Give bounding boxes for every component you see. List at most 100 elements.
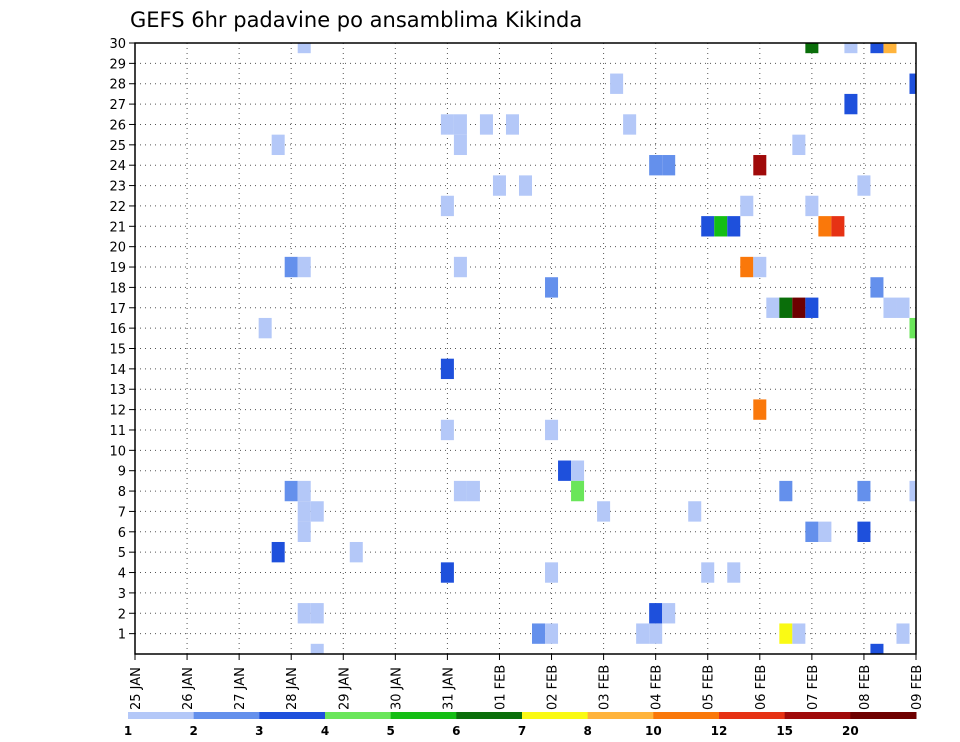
y-tick-label: 4 (118, 567, 126, 582)
data-cell (701, 216, 715, 237)
data-cell (857, 175, 871, 196)
legend-swatch (587, 712, 654, 719)
data-cell (492, 175, 506, 196)
x-tick-label: 25 JAN (129, 667, 144, 710)
data-cell (792, 297, 806, 318)
data-cell (805, 43, 819, 54)
data-cell (766, 297, 780, 318)
x-tick-label: 07 FEB (806, 665, 821, 710)
data-cell (271, 541, 285, 563)
y-tick-label: 24 (109, 159, 126, 174)
data-cell (284, 480, 298, 502)
data-cell (792, 134, 806, 156)
data-cell (440, 114, 454, 135)
y-tick-label: 26 (109, 118, 126, 133)
data-cell (662, 155, 676, 176)
data-cell (779, 297, 793, 318)
y-tick-label: 15 (109, 343, 126, 358)
data-cell (623, 114, 637, 135)
data-cell (753, 256, 767, 278)
y-tick-label: 2 (118, 607, 126, 622)
data-cell (532, 623, 546, 644)
data-cell (271, 134, 285, 156)
data-cell (909, 480, 916, 502)
x-tick-label: 08 FEB (858, 665, 873, 710)
data-cell (558, 460, 572, 481)
data-cell (297, 480, 311, 502)
data-cell (649, 603, 663, 624)
x-axis-ticks: 25 JAN 26 JAN 27 JAN 28 JAN 29 JAN 30 JAN 31 J… (129, 654, 925, 710)
y-tick-label: 25 (109, 139, 126, 154)
data-cell (870, 43, 884, 54)
x-tick-label: 31 JAN (441, 667, 456, 710)
y-tick-label: 27 (109, 98, 126, 113)
legend-label: 8 (583, 724, 591, 738)
data-cell (610, 73, 624, 94)
legend-swatch (259, 712, 326, 719)
y-tick-label: 8 (118, 485, 126, 500)
data-cell (896, 623, 910, 644)
data-cell (571, 480, 585, 502)
data-cell (284, 256, 298, 278)
data-cell (844, 43, 858, 54)
data-cell (297, 501, 311, 522)
data-cell (571, 460, 585, 481)
data-cells (258, 43, 916, 654)
legend-label: 12 (711, 724, 728, 738)
y-tick-label: 16 (109, 322, 126, 337)
data-cell (753, 399, 767, 420)
y-tick-label: 23 (109, 180, 126, 195)
data-cell (857, 480, 871, 502)
data-cell (701, 562, 715, 583)
y-tick-label: 30 (109, 37, 126, 52)
legend-swatch (456, 712, 523, 719)
data-cell (297, 43, 311, 54)
data-cell (297, 256, 311, 278)
legend-label: 7 (518, 724, 526, 738)
data-cell (479, 114, 493, 135)
legend-label: 15 (776, 724, 793, 738)
data-cell (297, 521, 311, 542)
data-cell (818, 521, 832, 542)
data-cell (909, 73, 916, 94)
y-tick-label: 21 (109, 220, 126, 235)
x-tick-label: 02 FEB (546, 665, 561, 710)
data-cell (636, 623, 650, 644)
data-cell (753, 155, 767, 176)
data-cell (779, 623, 793, 644)
data-cell (649, 155, 663, 176)
data-cell (883, 297, 897, 318)
data-cell (518, 175, 533, 196)
data-cell (453, 480, 467, 502)
data-cell (805, 195, 819, 217)
y-tick-label: 22 (109, 200, 126, 215)
x-tick-label: 05 FEB (702, 665, 717, 710)
data-cell (844, 93, 858, 115)
data-cell (440, 562, 454, 583)
y-tick-label: 3 (118, 587, 126, 602)
data-cell (805, 521, 819, 542)
data-cell (818, 216, 832, 237)
data-cell (909, 317, 916, 339)
legend-swatch (193, 712, 260, 719)
legend-swatch (784, 712, 851, 719)
x-tick-label: 03 FEB (598, 665, 613, 710)
y-tick-label: 5 (118, 546, 126, 561)
data-cell (466, 480, 480, 502)
data-cell (727, 562, 741, 583)
legend-swatch (325, 712, 392, 719)
data-cell (714, 216, 728, 237)
data-cell (505, 114, 519, 135)
legend-label: 10 (645, 724, 662, 738)
data-cell (870, 643, 884, 654)
y-tick-label: 28 (109, 78, 126, 93)
data-cell (545, 419, 559, 441)
x-tick-label: 04 FEB (650, 665, 665, 710)
data-cell (688, 501, 702, 522)
data-cell (349, 541, 363, 563)
data-cell (857, 521, 871, 542)
y-tick-label: 11 (109, 424, 126, 439)
data-cell (662, 603, 676, 624)
legend-swatch (850, 712, 917, 719)
